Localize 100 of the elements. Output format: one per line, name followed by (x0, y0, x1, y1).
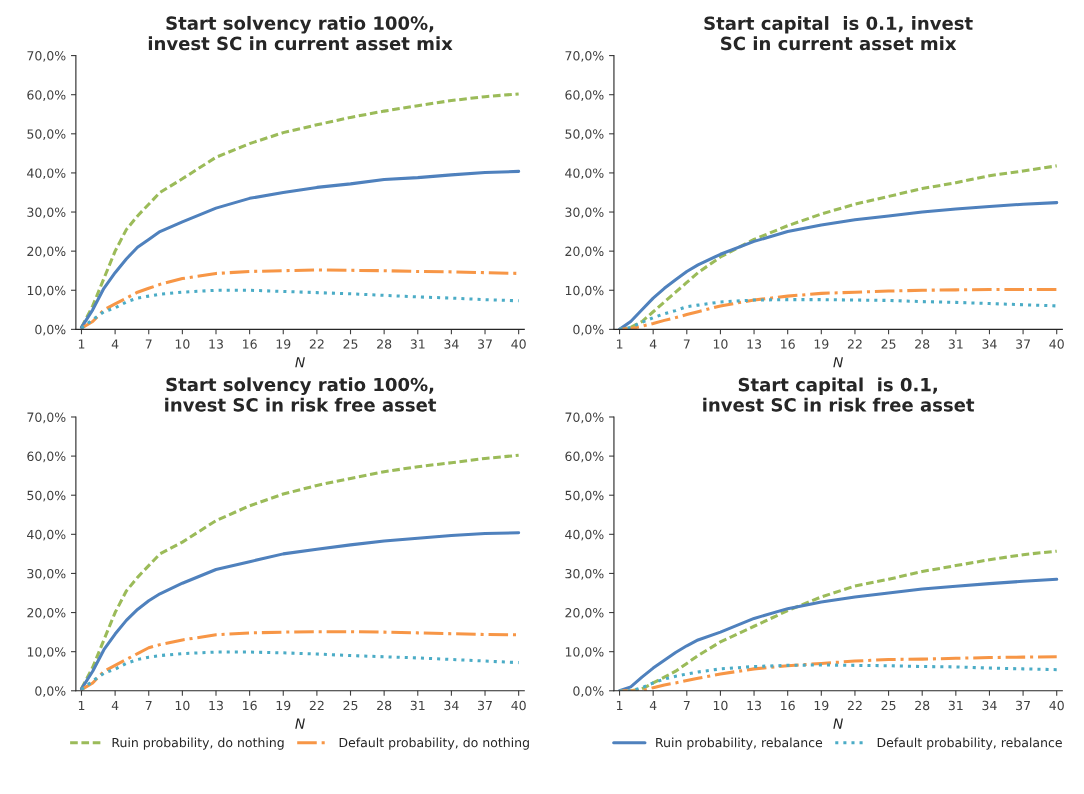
y-tick-label: 20,0% (27, 246, 66, 258)
line-series (79, 169, 521, 329)
line-series (618, 577, 1059, 691)
x-tick-label: 25 (881, 700, 896, 711)
x-tick-label: 40 (1049, 700, 1064, 711)
y-tick-label: 60,0% (27, 451, 66, 463)
x-tick-label: 31 (410, 700, 425, 711)
line-series (618, 201, 1059, 330)
x-tick-label: 31 (948, 339, 963, 349)
y-tick-label: 10,0% (27, 647, 66, 658)
y-tick-label: 20,0% (27, 608, 66, 619)
y-tick-label: 40,0% (27, 529, 66, 541)
y-tick-label: 60,0% (565, 451, 604, 463)
y-tick-label: 30,0% (27, 207, 66, 219)
x-tick-label: 34 (982, 700, 997, 711)
y-tick-label: 0,0% (35, 324, 66, 336)
legend-label: Ruin probability, do nothing (112, 737, 284, 750)
y-tick-label: 20,0% (565, 246, 604, 258)
x-tick-label: 37 (1016, 700, 1030, 711)
y-tick-label: 50,0% (27, 490, 66, 502)
x-tick-label: 16 (781, 700, 795, 711)
x-tick-label: 22 (309, 339, 324, 349)
x-tick-label: 7 (145, 700, 152, 710)
y-tick-label: 30,0% (565, 207, 604, 219)
x-tick-label: 19 (814, 700, 829, 711)
x-tick-label: 19 (814, 339, 829, 349)
x-tick-label: 13 (747, 700, 762, 711)
chart-title: Start solvency ratio 100%, invest SC in risk free asset (165, 377, 437, 412)
x-axis-title: N (295, 718, 305, 729)
y-tick-label: 70,0% (565, 51, 604, 62)
y-tick-label: 60,0% (27, 90, 66, 101)
x-tick-label: 10 (175, 339, 190, 349)
x-tick-label: 22 (309, 700, 324, 710)
x-tick-label: 34 (444, 339, 459, 349)
y-tick-label: 30,0% (27, 568, 66, 580)
y-tick-label: 50,0% (565, 129, 604, 141)
x-tick-label: 28 (377, 700, 392, 711)
y-tick-label: 0,0% (35, 686, 66, 697)
chart-title: Start capital is 0.1, invest SC in current asset mix (704, 16, 973, 51)
x-tick-label: 22 (847, 339, 862, 349)
chart-title: Start solvency ratio 100%, invest SC in current asset mix (148, 15, 453, 51)
y-tick-label: 30,0% (565, 568, 604, 580)
x-tick-label: 4 (649, 339, 657, 349)
x-tick-label: 7 (145, 339, 152, 349)
x-tick-label: 1 (616, 339, 623, 349)
x-tick-label: 16 (243, 700, 257, 711)
x-tick-label: 7 (683, 700, 690, 710)
x-tick-label: 19 (276, 700, 291, 711)
y-tick-label: 50,0% (27, 129, 66, 141)
x-tick-label: 13 (209, 339, 223, 349)
x-tick-label: 7 (683, 339, 690, 349)
x-tick-label: 28 (377, 339, 392, 349)
y-tick-label: 0,0% (573, 686, 604, 697)
y-tick-label: 10,0% (27, 285, 66, 297)
x-tick-label: 1 (616, 700, 623, 710)
x-tick-label: 22 (847, 700, 862, 710)
x-tick-label: 4 (111, 700, 119, 710)
x-tick-label: 37 (478, 339, 492, 349)
x-tick-label: 40 (1049, 339, 1064, 349)
x-tick-label: 10 (175, 700, 190, 711)
x-axis-title: N (833, 357, 843, 368)
y-tick-label: 10,0% (565, 285, 604, 297)
x-tick-label: 4 (649, 700, 657, 710)
x-tick-label: 37 (1016, 339, 1030, 349)
x-tick-label: 10 (713, 700, 728, 711)
x-tick-label: 31 (410, 339, 425, 349)
y-tick-label: 60,0% (565, 90, 604, 101)
y-tick-label: 70,0% (565, 412, 604, 424)
y-tick-label: 40,0% (27, 168, 66, 180)
line-series (618, 663, 1059, 691)
x-tick-label: 1 (78, 339, 85, 349)
y-tick-label: 40,0% (565, 168, 604, 180)
x-tick-label: 16 (243, 339, 257, 349)
x-tick-label: 16 (781, 339, 795, 349)
legend-label: Ruin probability, rebalance (656, 737, 823, 750)
x-tick-label: 40 (511, 339, 526, 349)
x-tick-label: 13 (747, 339, 762, 349)
x-tick-label: 10 (713, 339, 728, 349)
x-tick-label: 28 (915, 339, 930, 349)
y-tick-label: 40,0% (565, 529, 604, 541)
legend-label: Default probability, rebalance (877, 737, 1062, 750)
line-series (79, 288, 521, 330)
x-tick-label: 34 (444, 700, 459, 711)
x-tick-label: 25 (343, 700, 358, 711)
x-tick-label: 34 (982, 339, 997, 349)
y-tick-label: 70,0% (27, 412, 66, 424)
x-axis-title: N (295, 357, 305, 368)
x-tick-label: 31 (948, 700, 963, 711)
x-tick-label: 25 (343, 339, 358, 349)
line-series (79, 650, 521, 691)
x-tick-label: 4 (111, 339, 119, 349)
x-tick-label: 25 (881, 339, 896, 349)
x-tick-label: 40 (511, 700, 526, 711)
x-axis-title: N (833, 718, 843, 729)
y-tick-label: 20,0% (565, 608, 604, 619)
line-series (79, 531, 521, 691)
x-tick-label: 13 (209, 700, 223, 711)
chart-title: Start capital is 0.1, invest SC in risk free asset (703, 377, 975, 412)
legend-label: Default probability, do nothing (339, 737, 529, 750)
y-tick-label: 10,0% (565, 647, 604, 658)
